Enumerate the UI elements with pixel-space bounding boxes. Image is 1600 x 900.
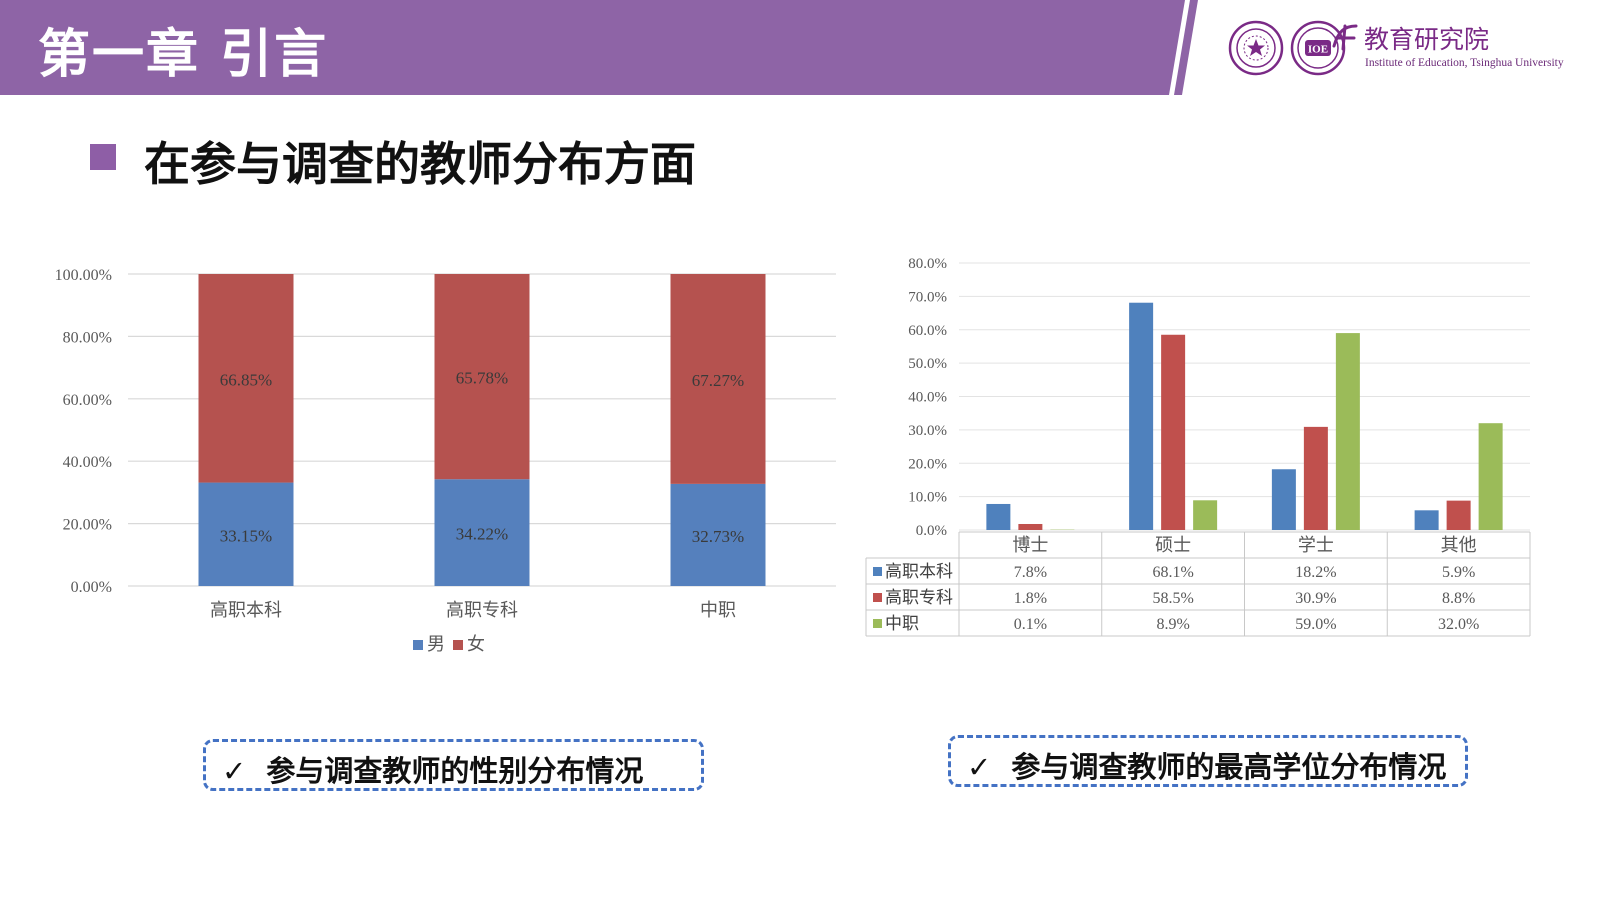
legend-label: 中职	[885, 614, 919, 633]
table-value: 59.0%	[1295, 616, 1336, 633]
header-stripe	[1174, 0, 1198, 95]
y-tick-label: 0.0%	[916, 523, 947, 539]
table-value: 0.1%	[1014, 616, 1047, 633]
caption-left: ✓ 参与调查教师的性别分布情况	[222, 748, 643, 790]
data-label: 66.85%	[220, 370, 272, 389]
table-value: 32.0%	[1438, 616, 1479, 633]
header-purple-band	[0, 0, 1185, 95]
y-tick-label: 60.0%	[908, 323, 947, 339]
bar	[1303, 426, 1328, 530]
y-tick-label: 20.0%	[908, 456, 947, 472]
x-tick-label: 高职专科	[446, 600, 518, 620]
bar-segment	[670, 274, 766, 484]
data-label: 33.15%	[220, 526, 272, 545]
x-tick-label: 高职本科	[210, 600, 282, 620]
legend-label: 男	[427, 634, 445, 654]
y-tick-label: 60.00%	[63, 392, 112, 409]
y-tick-label: 80.00%	[63, 329, 112, 346]
header-bar	[0, 0, 1198, 95]
legend-label: 高职专科	[885, 588, 953, 607]
bar	[1271, 469, 1296, 530]
x-tick-label: 博士	[1012, 535, 1048, 555]
tsinghua-seal-icon	[1228, 20, 1284, 76]
y-tick-label: 70.0%	[908, 289, 947, 305]
chapter-title: 第一章 引言	[38, 25, 329, 85]
table-value: 7.8%	[1014, 564, 1047, 581]
y-tick-label: 30.0%	[908, 423, 947, 439]
bar-segment	[198, 274, 294, 483]
check-icon: ✓	[967, 750, 992, 784]
institution-name-cn: 教育研究院	[1364, 25, 1490, 54]
bar-segment	[670, 483, 766, 586]
caption-left-box: ✓ 参与调查教师的性别分布情况	[203, 739, 704, 791]
degree-clustered-bar-chart: 0.0% 10.0% 20.0% 30.0% 40.0% 50.0% 60.0% 70.0% 8…	[865, 256, 1531, 637]
table-value: 68.1%	[1152, 564, 1193, 581]
header: 第一章 引言 IOE 教育研究院 Institute of Education,…	[0, 0, 1600, 95]
y-tick-label: 0.00%	[71, 579, 112, 596]
caption-right-text: 参与调查教师的最高学位分布情况	[1011, 750, 1447, 784]
legend-label: 女	[467, 634, 485, 654]
y-tick-label: 20.00%	[63, 517, 112, 534]
table-value: 18.2%	[1295, 564, 1336, 581]
table-value: 8.8%	[1442, 590, 1475, 607]
bar	[986, 503, 1011, 530]
data-label: 67.27%	[692, 371, 744, 390]
legend-swatch	[453, 640, 463, 650]
legend-label: 高职本科	[885, 562, 953, 581]
bar	[1335, 333, 1360, 530]
x-tick-label: 其他	[1441, 535, 1477, 555]
section-subtitle: 在参与调查的教师分布方面	[144, 137, 696, 191]
legend-swatch	[413, 640, 423, 650]
institution-name-en: Institute of Education, Tsinghua Univers…	[1365, 57, 1564, 69]
y-tick-label: 40.0%	[908, 390, 947, 406]
logo-area: IOE 教育研究院 Institute of Education, Tsingh…	[1228, 14, 1598, 84]
table-value: 8.9%	[1156, 616, 1189, 633]
y-tick-label: 80.0%	[908, 256, 947, 272]
check-icon: ✓	[222, 754, 247, 788]
bar	[1018, 523, 1043, 530]
bar	[1478, 423, 1503, 530]
caption-right-box: ✓ 参与调查教师的最高学位分布情况	[948, 735, 1468, 787]
bar	[1193, 500, 1218, 530]
y-tick-label: 100.00%	[55, 267, 112, 284]
bar	[1161, 334, 1186, 530]
caption-left-text: 参与调查教师的性别分布情况	[266, 754, 644, 788]
y-tick-label: 10.0%	[908, 490, 947, 506]
bar	[1129, 302, 1154, 530]
bar	[1446, 500, 1471, 530]
bar-segment	[434, 274, 530, 480]
bar	[1414, 510, 1439, 530]
data-label: 65.78%	[456, 369, 508, 388]
caption-right: ✓ 参与调查教师的最高学位分布情况	[967, 744, 1446, 786]
gender-stacked-bar-chart: 0.00% 20.00% 40.00% 60.00% 80.00% 100.00% 33.1…	[55, 267, 836, 654]
table-value: 5.9%	[1442, 564, 1475, 581]
table-value: 58.5%	[1152, 590, 1193, 607]
bullet-square	[90, 144, 116, 170]
y-tick-label: 50.0%	[908, 356, 947, 372]
table-value: 1.8%	[1014, 590, 1047, 607]
legend-swatch	[873, 567, 882, 576]
bar-segment	[434, 479, 530, 586]
bar-segment	[198, 482, 294, 586]
x-tick-label: 学士	[1298, 535, 1334, 555]
svg-text:IOE: IOE	[1308, 44, 1328, 56]
legend-swatch	[873, 593, 882, 602]
legend-swatch	[873, 619, 882, 628]
x-tick-label: 硕士	[1155, 535, 1191, 555]
data-label: 34.22%	[456, 525, 508, 544]
tsinghua-calligraphy-mark	[1332, 24, 1358, 51]
ioe-seal-icon: IOE	[1290, 20, 1346, 76]
data-label: 32.73%	[692, 527, 744, 546]
x-tick-label: 中职	[700, 600, 736, 620]
y-tick-label: 40.00%	[63, 454, 112, 471]
table-value: 30.9%	[1295, 590, 1336, 607]
